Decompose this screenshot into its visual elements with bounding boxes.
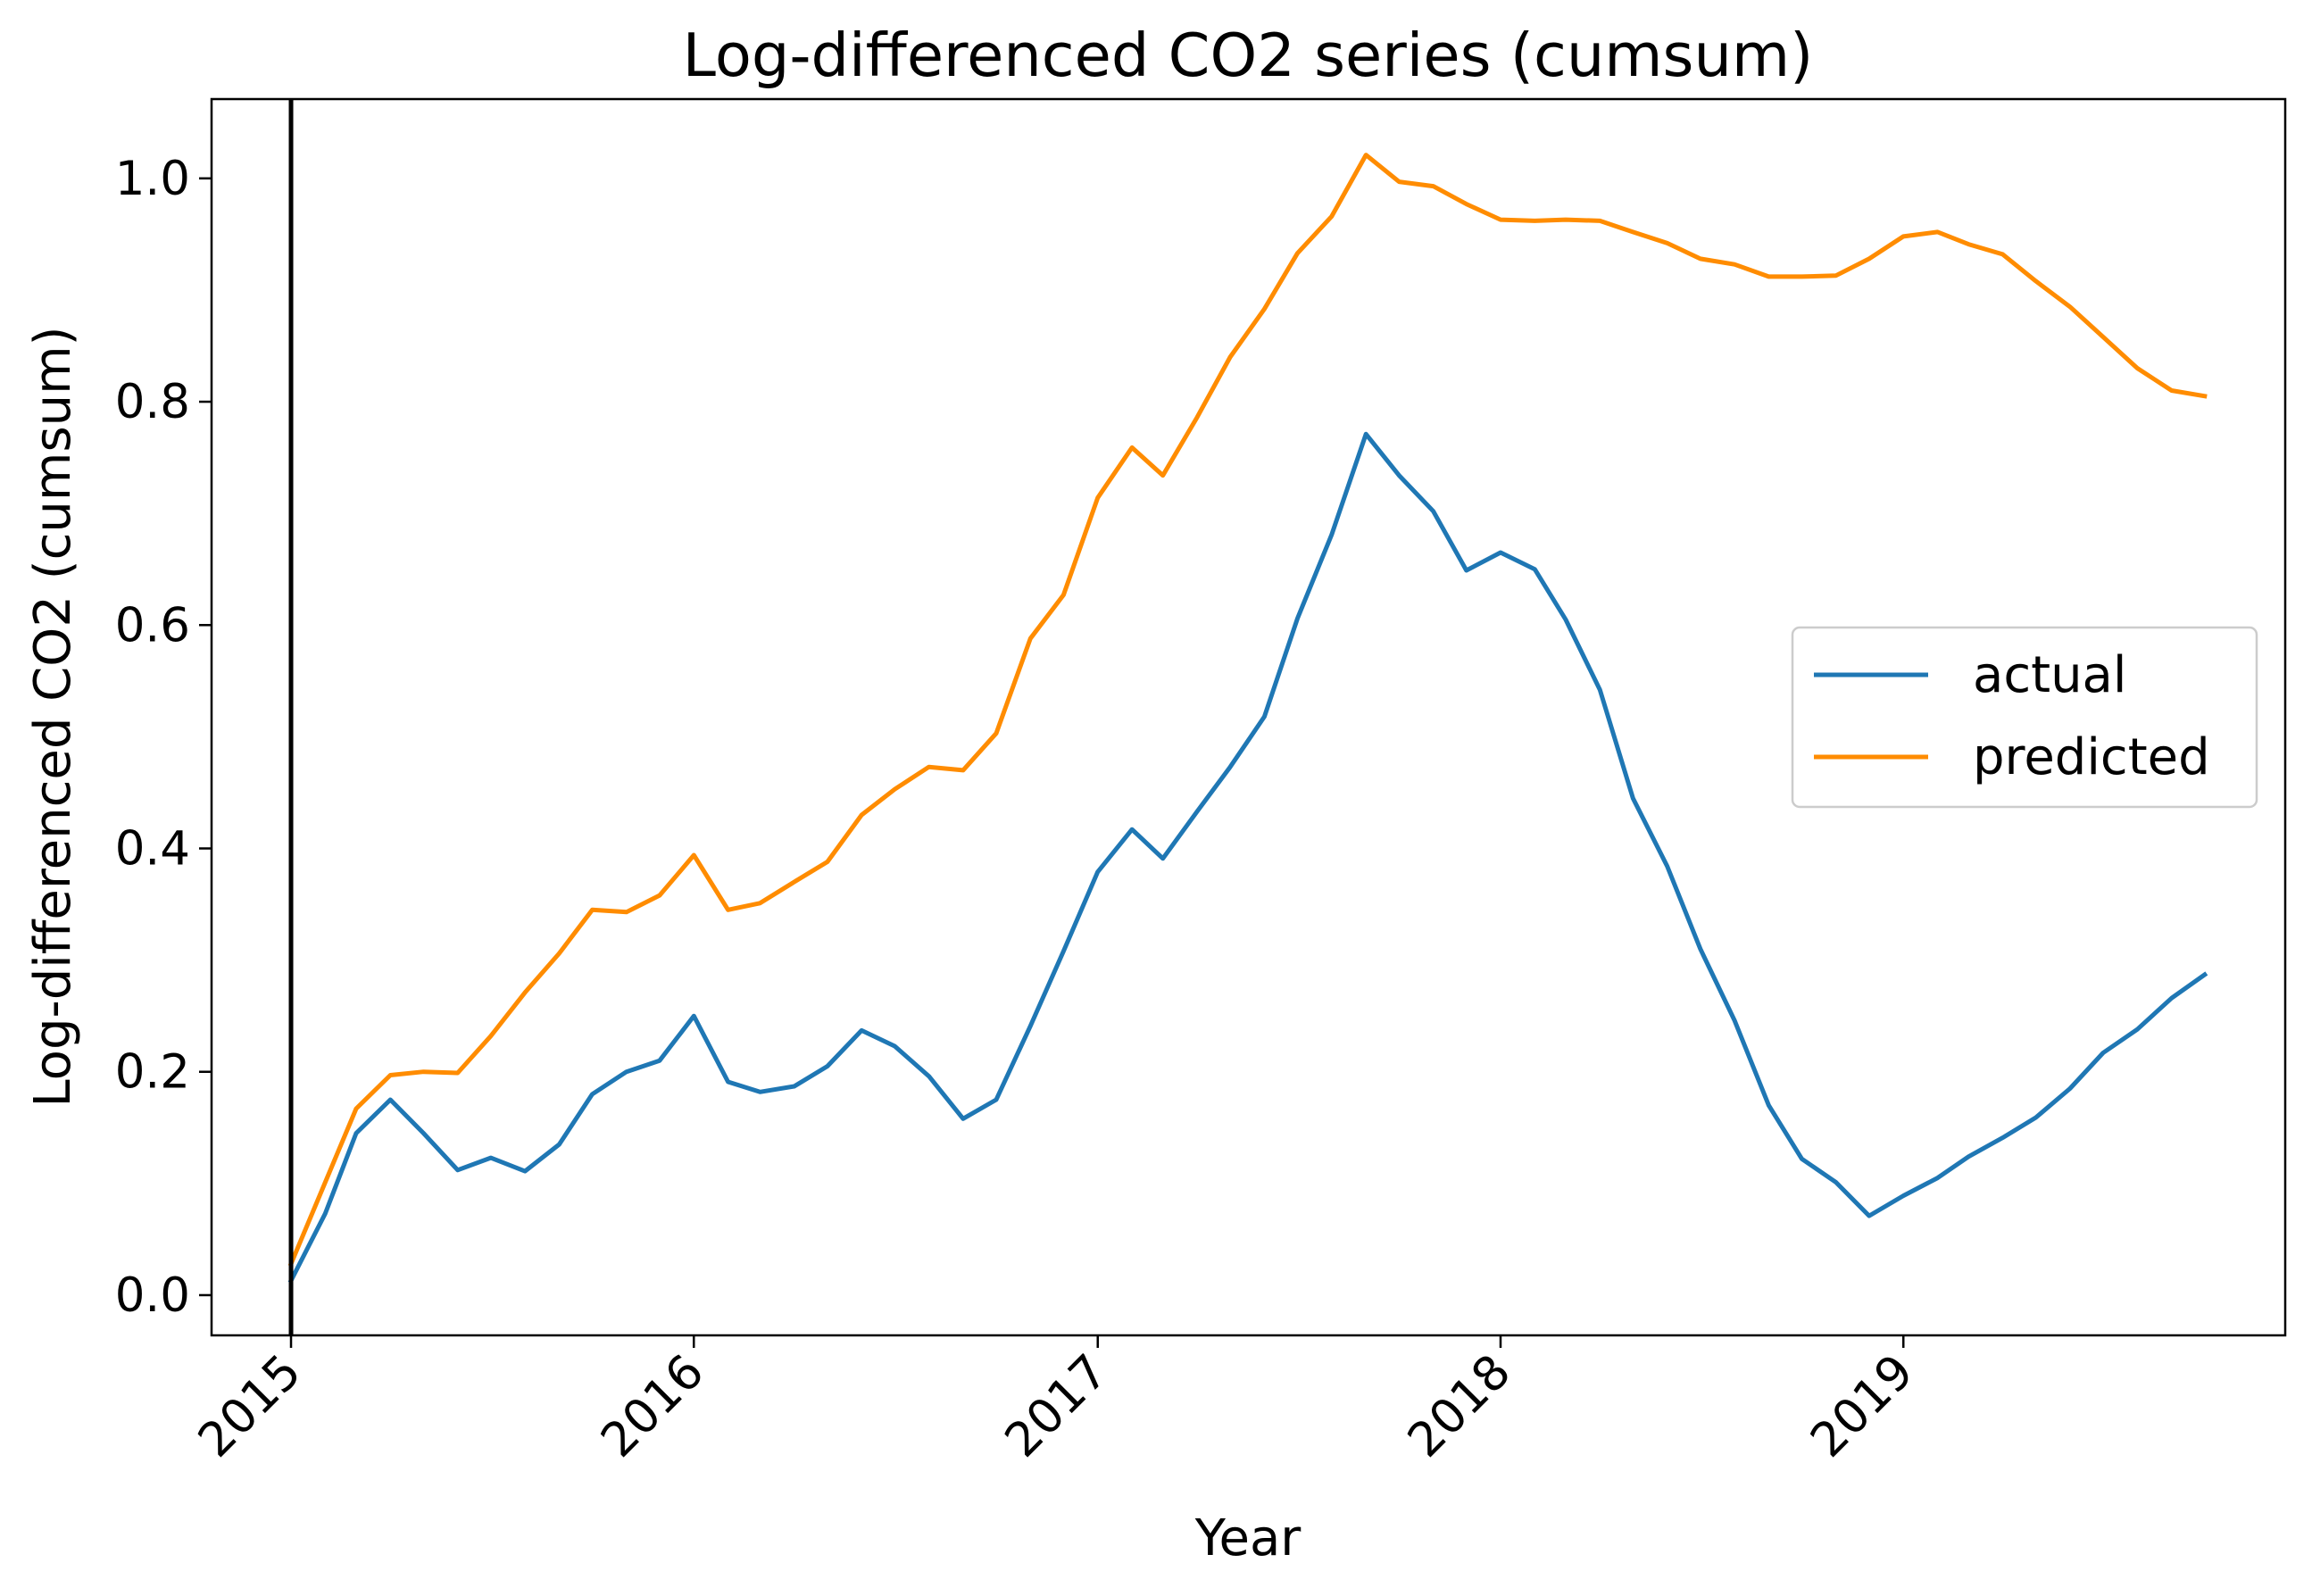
legend-box [1791, 626, 2258, 809]
x-tick-label: 2017 [994, 1344, 1119, 1468]
series-line-actual [287, 431, 2208, 1284]
y-axis: 0.0 0.2 0.4 0.6 0.8 1.0 [115, 152, 212, 1323]
x-axis-label: Year [1194, 1509, 1302, 1567]
legend-label-actual: actual [1973, 646, 2126, 704]
plot-frame [210, 97, 2287, 1337]
y-tick-label: 0.0 [115, 1268, 190, 1323]
x-tick-label: 2015 [188, 1344, 312, 1468]
x-tick-label: 2019 [1801, 1344, 1925, 1468]
y-axis-label: Log-differenced CO2 (cumsum) [24, 326, 82, 1107]
y-tick-label: 0.2 [115, 1045, 190, 1100]
legend: actual predicted [1791, 626, 2258, 809]
y-tick-label: 0.6 [115, 598, 190, 653]
chart-title: Log-differenced CO2 series (cumsum) [683, 21, 1814, 90]
x-tick-label: 2016 [591, 1344, 715, 1468]
series-line-predicted [287, 153, 2208, 1268]
x-axis: 2015 2016 2017 2018 2019 [188, 1335, 1925, 1468]
x-tick-label: 2018 [1398, 1344, 1522, 1468]
legend-label-predicted: predicted [1973, 728, 2210, 786]
y-tick-label: 0.4 [115, 822, 190, 877]
y-tick-label: 0.8 [115, 375, 190, 429]
y-tick-label: 1.0 [115, 152, 190, 206]
series-layer [287, 153, 2208, 1284]
